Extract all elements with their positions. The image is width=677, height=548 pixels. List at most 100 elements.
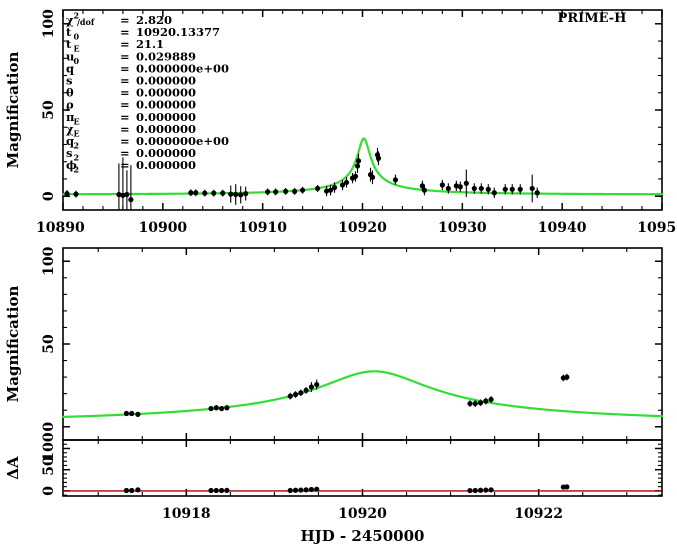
data-point xyxy=(213,487,219,494)
data-point xyxy=(120,192,126,198)
data-point xyxy=(116,191,122,198)
parameter-row: ϕ2 = 0.000000 xyxy=(66,158,196,175)
panel-residual-yticklabel: 0 xyxy=(41,486,57,496)
data-point xyxy=(243,191,249,197)
panel-zoom-group: 0 50 100 Magnification xyxy=(4,246,664,441)
parameter-equals: = xyxy=(120,86,130,100)
data-point xyxy=(529,185,535,192)
data-point xyxy=(471,185,477,192)
parameter-equals: = xyxy=(120,37,130,51)
data-point xyxy=(445,185,451,192)
data-point xyxy=(218,487,225,494)
data-point xyxy=(124,191,130,198)
parameter-subscript: E xyxy=(74,116,80,126)
parameter-subscript: E xyxy=(74,128,80,138)
parameter-equals: = xyxy=(120,13,130,27)
parameter-superscript: 2 xyxy=(74,11,80,21)
data-point xyxy=(287,487,293,494)
parameter-symbol: χ xyxy=(66,13,74,27)
data-point xyxy=(287,393,293,399)
data-point xyxy=(477,400,484,406)
dataset-label: PRIME-H xyxy=(558,11,627,26)
data-point xyxy=(483,487,489,493)
data-point xyxy=(218,405,225,412)
panel-top-xticklabel: 10940 xyxy=(538,220,587,236)
data-point xyxy=(129,410,135,417)
data-point xyxy=(202,190,208,196)
data-point xyxy=(369,174,376,180)
data-point xyxy=(343,179,350,186)
panel-top-xticklabel: 10900 xyxy=(138,220,187,236)
panel-residual-xticklabel: 10918 xyxy=(162,506,211,522)
parameter-row: χ E = 0.000000 xyxy=(66,122,196,139)
data-point xyxy=(472,400,478,407)
parameter-subscript: 2 xyxy=(74,153,80,163)
parameter-symbol: χ xyxy=(66,122,74,136)
panel-zoom-data-series xyxy=(123,373,570,417)
parameter-equals: = xyxy=(120,74,130,88)
data-point xyxy=(327,187,334,193)
data-point xyxy=(564,374,570,380)
data-point xyxy=(238,192,244,198)
data-point xyxy=(331,184,338,191)
parameter-value: 0.000000 xyxy=(136,122,196,136)
data-point xyxy=(73,191,79,197)
data-point xyxy=(491,190,497,196)
parameter-row: u 0 = 0.029889 xyxy=(66,49,196,66)
parameter-subscript: E xyxy=(74,44,80,54)
parameter-equals: = xyxy=(120,122,130,136)
parameter-row: q 2 = 0.000000e+00 xyxy=(66,134,229,151)
parameter-row: t E = 21.1 xyxy=(66,37,164,54)
data-point xyxy=(314,185,321,192)
data-point xyxy=(208,405,214,412)
parameter-subscript: 0 xyxy=(74,32,80,42)
panel-residual-ylabel: ΔA xyxy=(4,456,22,480)
data-point xyxy=(64,191,70,197)
parameter-equals: = xyxy=(120,25,130,39)
data-point xyxy=(303,387,309,393)
data-point xyxy=(300,187,306,193)
data-point xyxy=(323,188,330,194)
data-point xyxy=(211,190,217,196)
panel-zoom-yticklabel: 50 xyxy=(41,334,57,354)
parameter-value: 0.000000e+00 xyxy=(136,134,229,148)
panel-zoom-yticklabel: 100 xyxy=(41,246,57,275)
panel-top-xticklabel: 10910 xyxy=(238,220,287,236)
data-point xyxy=(292,391,299,398)
parameter-row: s 2 = 0.000000 xyxy=(66,146,196,163)
panel-top-xticklabel: 10930 xyxy=(438,220,487,236)
parameter-symbol: π xyxy=(66,110,75,124)
data-point xyxy=(439,182,445,188)
data-point xyxy=(467,487,473,494)
data-point xyxy=(193,190,199,196)
data-point xyxy=(224,487,230,493)
parameter-equals: = xyxy=(120,146,130,160)
parameter-value: 0.000000 xyxy=(136,158,196,172)
panel-top-ylabel: Magnification xyxy=(4,52,22,169)
parameter-row: t 0 = 10920.13377 xyxy=(66,25,220,42)
parameter-value: 2.820 xyxy=(136,13,172,27)
data-point xyxy=(314,486,320,492)
data-point xyxy=(354,163,361,169)
data-point xyxy=(488,487,494,493)
parameter-equals: = xyxy=(120,134,130,148)
panel-zoom-ylabel: Magnification xyxy=(4,286,22,403)
panel-residual-xticklabel: 10922 xyxy=(514,506,563,522)
parameter-value: 0.000000 xyxy=(136,146,196,160)
data-point xyxy=(303,487,309,493)
data-point xyxy=(375,155,382,161)
panel-top-yticklabel: 100 xyxy=(41,9,57,38)
data-point xyxy=(308,384,315,390)
parameter-symbol: q xyxy=(66,61,74,75)
panel-residual-yticklabel: 50 xyxy=(41,456,57,476)
parameter-symbol: u xyxy=(66,49,74,63)
panel-residual-yticklabel: 100 xyxy=(41,432,57,461)
parameter-equals: = xyxy=(120,110,130,124)
panel-residual-xticklabel: 10920 xyxy=(338,506,387,522)
